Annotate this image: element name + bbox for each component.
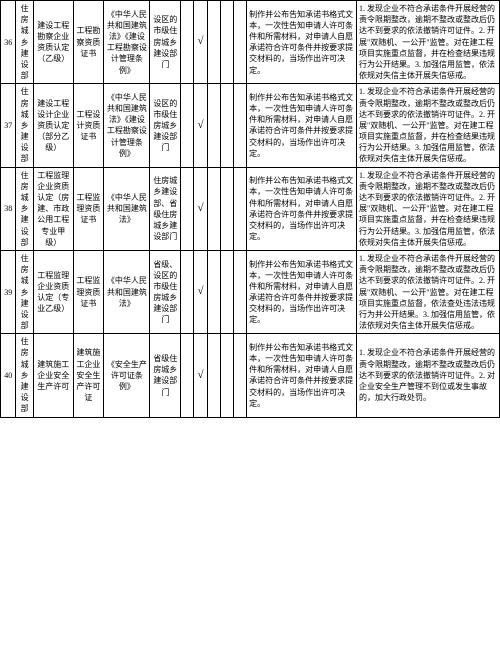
table-cell: 设区的市级住房城乡建设部门 bbox=[150, 84, 181, 167]
table-cell: 《中华人民共和国建筑法》《建设工程勘察设计管理条例》 bbox=[104, 84, 150, 167]
table-cell: 制作并公布告知承诺书格式文本，一次性告知申请人许可条件和所需材料，对申请人自愿承… bbox=[247, 334, 357, 417]
table-cell: 省级住房城乡建设部门 bbox=[150, 334, 181, 417]
table-cell: 制作并公布告知承诺书格式文本，一次性告知申请人许可条件和所需材料，对申请人自愿承… bbox=[247, 84, 357, 167]
checkbox-cell: √ bbox=[194, 1, 207, 84]
table-cell: 建设工程勘察企业资质认定（乙级） bbox=[33, 1, 73, 84]
dept-cell: 住房城乡建设部 bbox=[16, 1, 34, 84]
table-cell: 建设工程设计企业资质认定（部分乙级） bbox=[33, 84, 73, 167]
table-cell: 1. 发现企业不符合承诺条件开展经营的责令限期整改，逾期不整改或整改后仍达不到要… bbox=[357, 1, 500, 84]
checkbox-cell bbox=[220, 334, 233, 417]
table-cell: 建筑施工企业安全生产许可证 bbox=[73, 334, 104, 417]
table-cell: 《中华人民共和国建筑法》《建设工程勘察设计管理条例》 bbox=[104, 1, 150, 84]
table-cell: 设区的市级住房城乡建设部门 bbox=[150, 1, 181, 84]
regulation-table: 36住房城乡建设部建设工程勘察企业资质认定（乙级）工程勘察资质证书《中华人民共和… bbox=[0, 0, 500, 418]
checkbox-cell: √ bbox=[194, 250, 207, 333]
table-row: 38住房城乡建设部工程监理企业资质认定（房建、市政公用工程专业甲级）工程监理资质… bbox=[1, 167, 500, 250]
table-cell: 《中华人民共和国建筑法》 bbox=[104, 250, 150, 333]
checkbox-cell bbox=[233, 84, 246, 167]
table-cell: 建筑施工企业安全生产许可 bbox=[33, 334, 73, 417]
table-cell: 工程监理企业资质认定（房建、市政公用工程专业甲级） bbox=[33, 167, 73, 250]
table-cell: 制作并公布告知承诺书格式文本，一次性告知申请人许可条件和所需材料，对申请人自愿承… bbox=[247, 250, 357, 333]
checkbox-cell bbox=[181, 334, 194, 417]
dept-cell: 住房城乡建设部 bbox=[16, 334, 34, 417]
checkbox-cell: √ bbox=[194, 84, 207, 167]
checkbox-cell bbox=[233, 1, 246, 84]
table-cell: 制作并公布告知承诺书格式文本，一次性告知申请人许可条件和所需材料，对申请人自愿承… bbox=[247, 1, 357, 84]
table-row: 40住房城乡建设部建筑施工企业安全生产许可建筑施工企业安全生产许可证《安全生产许… bbox=[1, 334, 500, 417]
table-row: 39住房城乡建设部工程监理企业资质认定（专业乙级）工程监理资质证书《中华人民共和… bbox=[1, 250, 500, 333]
table-cell: 1. 发现企业不符合承诺条件开展经营的责令限期整改，逾期不整改或整改后仍达不到要… bbox=[357, 84, 500, 167]
checkbox-cell bbox=[220, 167, 233, 250]
table-cell: 36 bbox=[1, 1, 16, 84]
table-cell: 工程勘察资质证书 bbox=[73, 1, 104, 84]
checkbox-cell bbox=[207, 167, 220, 250]
checkbox-cell bbox=[207, 1, 220, 84]
table-cell: 省级、设区的市级住房城乡建设部门 bbox=[150, 250, 181, 333]
checkbox-cell bbox=[220, 250, 233, 333]
checkbox-cell bbox=[220, 1, 233, 84]
checkbox-cell bbox=[181, 250, 194, 333]
table-cell: 工程设计资质证书 bbox=[73, 84, 104, 167]
table-cell: 工程监理资质证书 bbox=[73, 167, 104, 250]
checkbox-cell bbox=[233, 250, 246, 333]
table-cell: 1. 发现企业不符合承诺条件开展经营的责令限期整改，逾期不整改或整改后仍达不到要… bbox=[357, 167, 500, 250]
table-cell: 38 bbox=[1, 167, 16, 250]
table-cell: 1. 发现企业不符合承诺条件开展经营的责令限期整改，逾期不整改或整改后仍达不到要… bbox=[357, 334, 500, 417]
table-cell: 37 bbox=[1, 84, 16, 167]
table-cell: 《中华人民共和国建筑法》 bbox=[104, 167, 150, 250]
checkbox-cell bbox=[220, 84, 233, 167]
checkbox-cell bbox=[207, 250, 220, 333]
checkbox-cell bbox=[181, 84, 194, 167]
checkbox-cell bbox=[207, 84, 220, 167]
checkbox-cell: √ bbox=[194, 167, 207, 250]
table-cell: 工程监理企业资质认定（专业乙级） bbox=[33, 250, 73, 333]
table-row: 37住房城乡建设部建设工程设计企业资质认定（部分乙级）工程设计资质证书《中华人民… bbox=[1, 84, 500, 167]
checkbox-cell bbox=[181, 1, 194, 84]
table-cell: 1. 发现企业不符合承诺条件开展经营的责令限期整改，逾期不整改或整改后仍达不到要… bbox=[357, 250, 500, 333]
table-cell: 40 bbox=[1, 334, 16, 417]
checkbox-cell bbox=[207, 334, 220, 417]
dept-cell: 住房城乡建设部 bbox=[16, 250, 34, 333]
dept-cell: 住房城乡建设部 bbox=[16, 84, 34, 167]
table-cell: 39 bbox=[1, 250, 16, 333]
dept-cell: 住房城乡建设部 bbox=[16, 167, 34, 250]
table-cell: 住房城乡建设部、省级住房城乡建设部门 bbox=[150, 167, 181, 250]
checkbox-cell bbox=[233, 334, 246, 417]
table-row: 36住房城乡建设部建设工程勘察企业资质认定（乙级）工程勘察资质证书《中华人民共和… bbox=[1, 1, 500, 84]
table-cell: 制作并公布告知承诺书格式文本，一次性告知申请人许可条件和所需材料，对申请人自愿承… bbox=[247, 167, 357, 250]
table-cell: 工程监理资质证书 bbox=[73, 250, 104, 333]
checkbox-cell bbox=[233, 167, 246, 250]
checkbox-cell: √ bbox=[194, 334, 207, 417]
checkbox-cell bbox=[181, 167, 194, 250]
table-cell: 《安全生产许可证条例》 bbox=[104, 334, 150, 417]
